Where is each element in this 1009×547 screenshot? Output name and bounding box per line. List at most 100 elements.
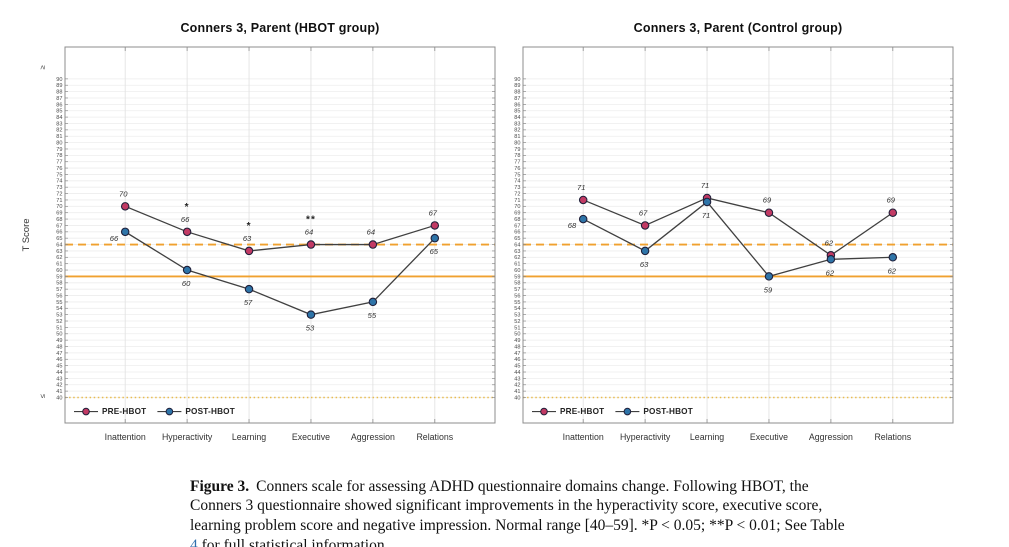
point-value-label: 57 — [244, 298, 253, 307]
point-value-label: 69 — [763, 196, 772, 205]
x-axis-label: Relations — [416, 432, 453, 442]
legend-marker-pre-hbot — [540, 407, 548, 416]
point-value-label: 62 — [825, 238, 834, 247]
x-axis-label: Aggression — [351, 432, 395, 442]
y-tick-label: 69 — [514, 211, 520, 217]
y-tick-label: 41 — [56, 389, 62, 395]
y-tick-label: 61 — [514, 262, 520, 268]
series-line-pre-hbot — [582, 197, 894, 257]
point-value-label: 71 — [577, 183, 585, 192]
y-tick-label: 62 — [514, 255, 520, 261]
y-tick-label: 44 — [56, 370, 62, 376]
legend-label: POST-HBOT — [643, 407, 693, 416]
point-pre-hbot-inattention — [120, 202, 130, 211]
point-value-label: 62 — [888, 266, 897, 275]
y-tick-label: 88 — [514, 90, 520, 96]
y-tick-label: 46 — [56, 357, 62, 363]
y-tick-label: 62 — [56, 255, 62, 261]
significance-marker: * — [185, 202, 190, 213]
point-value-label: 66 — [181, 215, 190, 224]
chart-title-hbot: Conners 3, Parent (HBOT group) — [180, 21, 380, 35]
y-tick-label: 84 — [514, 115, 520, 121]
y-tick-label: 43 — [56, 376, 62, 382]
x-axis-label: Inattention — [563, 432, 604, 442]
y-tick-label: 56 — [514, 293, 520, 299]
y-tick-label: 73 — [56, 185, 62, 191]
legend-label: PRE-HBOT — [560, 407, 604, 416]
y-axis-cap-bottom: ≤ — [38, 394, 47, 398]
point-value-label: 65 — [430, 247, 439, 256]
point-value-label: 63 — [640, 260, 649, 269]
point-post-hbot-relations — [888, 253, 898, 262]
y-tick-label: 43 — [514, 376, 520, 382]
y-tick-label: 80 — [56, 140, 62, 146]
x-axis-label: Hyperactivity — [162, 432, 213, 442]
y-tick-label: 63 — [56, 249, 62, 255]
y-tick-label: 83 — [514, 121, 520, 127]
y-tick-label: 64 — [514, 242, 520, 248]
y-tick-label: 53 — [514, 313, 520, 319]
y-tick-label: 79 — [56, 147, 62, 153]
point-pre-hbot-hyperactivity — [640, 221, 650, 230]
y-tick-label: 87 — [514, 96, 520, 102]
point-value-label: 63 — [243, 234, 252, 243]
y-tick-label: 66 — [514, 230, 520, 236]
y-tick-label: 52 — [514, 319, 520, 325]
point-value-label: 59 — [764, 285, 773, 294]
y-tick-label: 88 — [56, 90, 62, 96]
y-tick-label: 68 — [56, 217, 62, 223]
significance-marker: * — [247, 221, 252, 232]
figure-caption: Figure 3. Conners scale for assessing ADH… — [190, 477, 845, 547]
y-tick-label: 54 — [514, 306, 520, 312]
y-axis-title: T Score — [21, 218, 32, 251]
y-tick-label: 74 — [514, 179, 520, 185]
y-tick-label: 77 — [514, 160, 520, 166]
y-tick-label: 76 — [56, 166, 62, 172]
x-axis-label: Executive — [292, 432, 330, 442]
x-axis-label: Relations — [874, 432, 911, 442]
point-value-label: 70 — [119, 189, 128, 198]
point-post-hbot-hyperactivity — [640, 246, 650, 256]
y-tick-label: 70 — [56, 204, 62, 210]
y-tick-label: 65 — [514, 236, 520, 242]
y-tick-label: 87 — [56, 96, 62, 102]
y-tick-label: 89 — [514, 83, 520, 89]
y-tick-label: 67 — [514, 223, 520, 229]
y-tick-label: 90 — [514, 77, 520, 83]
table-4-link[interactable]: 4 — [190, 536, 198, 547]
y-tick-label: 68 — [514, 217, 520, 223]
figure-caption-tail: for full statistical information. — [197, 536, 389, 547]
series-line-post-hbot — [124, 231, 436, 316]
x-axis-label: Learning — [690, 432, 724, 442]
legend-marker-post-hbot — [165, 407, 174, 416]
y-tick-label: 82 — [56, 128, 62, 134]
y-tick-label: 48 — [514, 344, 520, 350]
y-tick-label: 86 — [56, 102, 62, 108]
y-tick-label: 74 — [56, 179, 62, 185]
y-tick-label: 78 — [514, 153, 520, 159]
point-value-label: 53 — [306, 324, 315, 333]
x-axis-label: Learning — [232, 432, 266, 442]
y-tick-label: 66 — [56, 230, 62, 236]
y-tick-label: 59 — [514, 274, 520, 280]
y-tick-label: 60 — [56, 268, 62, 274]
y-tick-label: 42 — [514, 383, 520, 389]
point-post-hbot-inattention — [578, 214, 588, 224]
point-value-label: 69 — [887, 196, 896, 205]
point-value-label: 71 — [701, 181, 709, 190]
y-tick-label: 41 — [514, 389, 520, 395]
point-value-label: 71 — [702, 211, 710, 220]
y-tick-label: 47 — [56, 351, 62, 357]
point-pre-hbot-learning — [244, 246, 254, 256]
chart-control-group: 4041424344454647484950515253545556575859… — [514, 46, 954, 442]
x-axis-label: Executive — [750, 432, 788, 442]
y-tick-label: 52 — [56, 319, 62, 325]
y-tick-label: 85 — [514, 109, 520, 115]
y-tick-label: 78 — [56, 153, 62, 159]
point-value-label: 55 — [368, 311, 377, 320]
plot-border — [64, 46, 496, 424]
point-value-label: 68 — [568, 221, 577, 230]
y-tick-label: 63 — [514, 249, 520, 255]
point-pre-hbot-relations — [430, 221, 440, 230]
